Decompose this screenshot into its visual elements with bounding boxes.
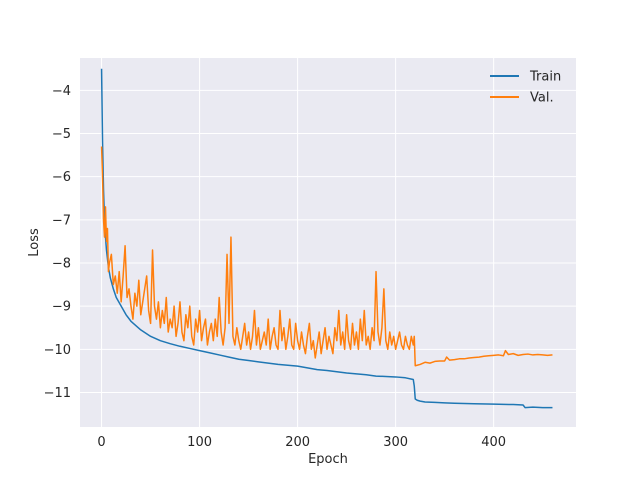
y-tick-label: −7	[52, 213, 71, 228]
y-tick-label: −4	[52, 84, 71, 99]
y-tick-label: −9	[52, 300, 71, 315]
x-tick-label: 0	[97, 435, 105, 450]
y-tick-label: −11	[44, 386, 71, 401]
y-axis-ticks: −4 −5 −6 −7 −8 −9 −10 −11	[44, 84, 71, 401]
legend-label: Train	[529, 70, 561, 85]
y-tick-label: −6	[52, 170, 71, 185]
x-tick-label: 100	[187, 435, 212, 450]
x-tick-label: 300	[383, 435, 408, 450]
legend-label: Val.	[530, 91, 554, 106]
y-tick-label: −5	[52, 127, 71, 142]
x-tick-label: 400	[481, 435, 506, 450]
x-tick-label: 200	[285, 435, 310, 450]
x-axis-label: Epoch	[308, 452, 348, 467]
x-axis-ticks: 0 100 200 300 400	[97, 435, 506, 450]
series-line-val	[100, 146, 553, 367]
series-lines	[100, 68, 553, 409]
y-tick-label: −10	[44, 343, 71, 358]
legend: Train Val.	[490, 70, 561, 106]
plot-background	[80, 58, 576, 427]
y-axis-label: Loss	[27, 228, 42, 257]
y-tick-label: −8	[52, 257, 71, 272]
series-line-train	[100, 68, 553, 409]
gridlines	[80, 58, 576, 427]
